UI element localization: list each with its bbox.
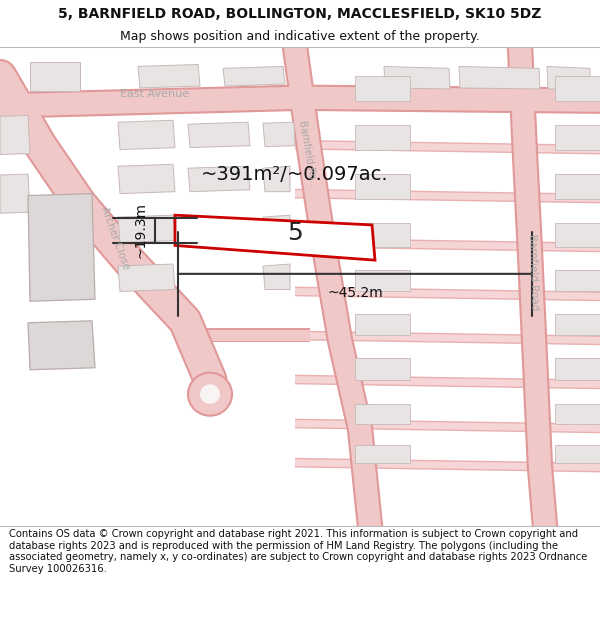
- Polygon shape: [355, 125, 410, 149]
- Text: Archer Close: Archer Close: [99, 205, 131, 271]
- Polygon shape: [355, 76, 410, 101]
- Polygon shape: [118, 215, 175, 242]
- Text: ~391m²/~0.097ac.: ~391m²/~0.097ac.: [201, 164, 389, 184]
- Polygon shape: [555, 270, 600, 291]
- Polygon shape: [188, 122, 250, 148]
- Polygon shape: [355, 404, 410, 424]
- Polygon shape: [175, 215, 375, 260]
- Polygon shape: [263, 122, 295, 147]
- Polygon shape: [555, 223, 600, 248]
- Polygon shape: [355, 358, 410, 379]
- Polygon shape: [263, 166, 290, 192]
- Text: ~45.2m: ~45.2m: [327, 286, 383, 299]
- Polygon shape: [263, 264, 290, 289]
- Polygon shape: [555, 404, 600, 424]
- Polygon shape: [0, 116, 30, 154]
- Polygon shape: [263, 215, 290, 241]
- Polygon shape: [555, 76, 600, 101]
- Polygon shape: [555, 174, 600, 199]
- Polygon shape: [118, 164, 175, 194]
- Polygon shape: [355, 174, 410, 199]
- Circle shape: [188, 372, 232, 416]
- Polygon shape: [30, 61, 80, 91]
- Polygon shape: [188, 166, 250, 192]
- Text: Barnfield Road: Barnfield Road: [527, 234, 539, 310]
- Polygon shape: [355, 270, 410, 291]
- Polygon shape: [555, 125, 600, 149]
- Text: Contains OS data © Crown copyright and database right 2021. This information is : Contains OS data © Crown copyright and d…: [9, 529, 587, 574]
- Polygon shape: [223, 66, 285, 86]
- Polygon shape: [0, 174, 30, 213]
- Polygon shape: [355, 445, 410, 462]
- Text: East Avenue: East Avenue: [121, 89, 190, 99]
- Polygon shape: [555, 445, 600, 462]
- Polygon shape: [118, 120, 175, 149]
- Text: 5, BARNFIELD ROAD, BOLLINGTON, MACCLESFIELD, SK10 5DZ: 5, BARNFIELD ROAD, BOLLINGTON, MACCLESFI…: [58, 7, 542, 21]
- Polygon shape: [118, 264, 175, 291]
- Polygon shape: [459, 66, 540, 89]
- Polygon shape: [384, 66, 450, 89]
- Text: Map shows position and indicative extent of the property.: Map shows position and indicative extent…: [120, 30, 480, 43]
- Polygon shape: [555, 358, 600, 379]
- Polygon shape: [28, 194, 95, 301]
- Polygon shape: [28, 321, 95, 370]
- Text: ~19.3m: ~19.3m: [133, 202, 147, 258]
- Polygon shape: [555, 314, 600, 336]
- Polygon shape: [355, 314, 410, 336]
- Polygon shape: [355, 223, 410, 248]
- Circle shape: [200, 384, 220, 404]
- Text: Barnfield Ro...: Barnfield Ro...: [297, 120, 319, 189]
- Polygon shape: [547, 66, 590, 90]
- Polygon shape: [138, 64, 200, 88]
- Text: 5: 5: [287, 221, 303, 245]
